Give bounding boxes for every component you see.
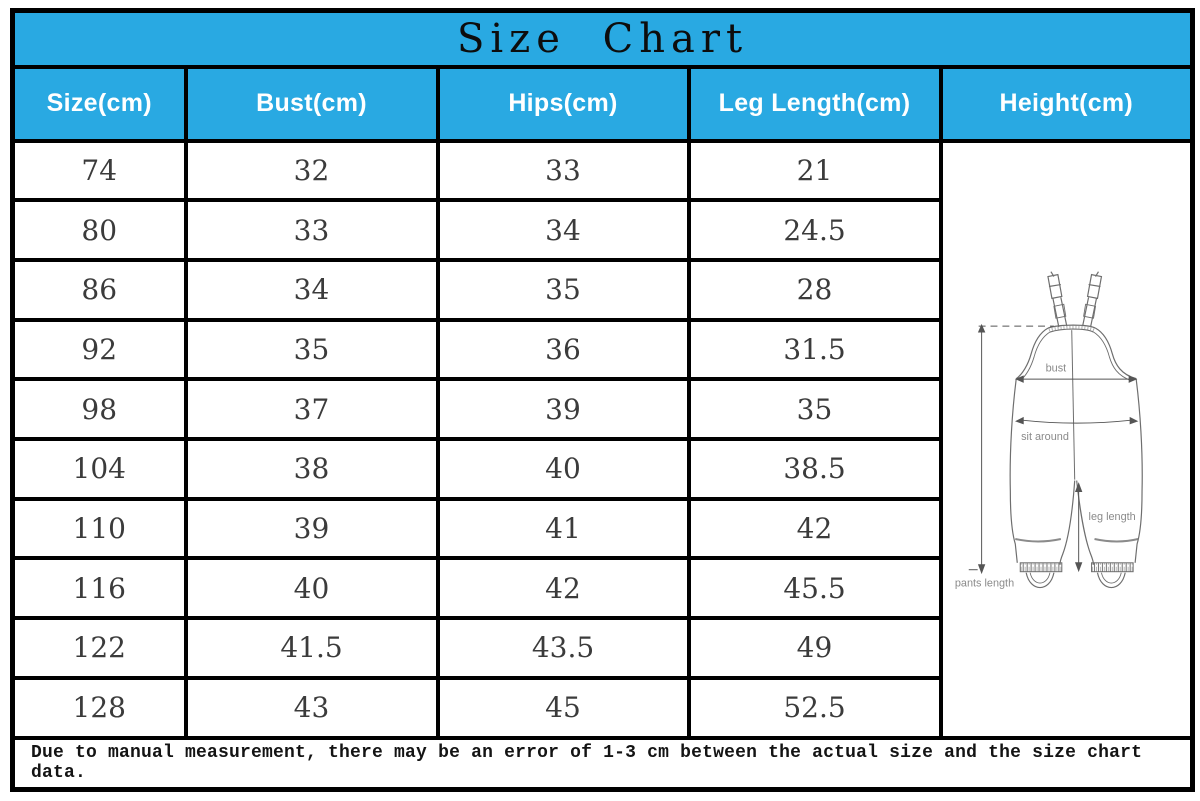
cell-leg-length: 28 [686, 257, 943, 322]
measurement-diagram-cell: bust sit around leg length pants length [938, 138, 1195, 740]
overalls-measurement-diagram-icon: bust sit around leg length pants length [954, 270, 1143, 589]
cell-size: 80 [10, 198, 188, 262]
table-row: 128 43 45 52.5 [10, 675, 1193, 740]
table-row: 116 40 42 45.5 [10, 556, 1193, 620]
col-header-bust: Bust(cm) [183, 64, 440, 143]
cell-hips: 35 [435, 257, 691, 322]
cell-bust: 38 [183, 436, 440, 501]
cell-size: 110 [10, 496, 188, 561]
col-header-leg-length: Leg Length(cm) [686, 64, 943, 143]
table-row: 98 37 39 35 [10, 377, 1193, 441]
diagram-label-leg-length: leg length [1088, 511, 1135, 523]
cell-leg-length: 38.5 [686, 436, 943, 501]
cell-hips: 40 [435, 436, 691, 501]
cell-leg-length: 35 [686, 377, 943, 441]
cell-bust: 34 [183, 257, 440, 322]
table-row: 122 41.5 43.5 49 [10, 616, 1193, 680]
cell-hips: 33 [435, 138, 691, 203]
column-header-row: Size(cm) Bust(cm) Hips(cm) Leg Length(cm… [10, 64, 1195, 143]
cell-hips: 43.5 [435, 616, 691, 680]
cell-hips: 45 [435, 675, 691, 740]
cell-size: 122 [10, 616, 188, 680]
cell-hips: 42 [435, 556, 691, 620]
cell-leg-length: 31.5 [686, 317, 943, 382]
page-title: Size Chart [10, 8, 1195, 69]
cell-bust: 40 [183, 556, 440, 620]
table-row: 110 39 41 42 [10, 496, 1193, 561]
cell-leg-length: 21 [686, 138, 943, 203]
col-header-height: Height(cm) [938, 64, 1195, 143]
cell-leg-length: 49 [686, 616, 943, 680]
cell-hips: 41 [435, 496, 691, 561]
cell-leg-length: 52.5 [686, 675, 943, 740]
diagram-label-sit-around: sit around [1021, 430, 1069, 442]
table-row: 92 35 36 31.5 [10, 317, 1193, 382]
table-row: 104 38 40 38.5 [10, 436, 1193, 501]
cell-leg-length: 45.5 [686, 556, 943, 620]
cell-bust: 32 [183, 138, 440, 203]
cell-hips: 34 [435, 198, 691, 262]
cell-leg-length: 24.5 [686, 198, 943, 262]
cell-size: 128 [10, 675, 188, 740]
cell-hips: 36 [435, 317, 691, 382]
cell-hips: 39 [435, 377, 691, 441]
diagram-label-pants-length: pants length [954, 577, 1013, 589]
footnote-row: Due to manual measurement, there may be … [10, 735, 1195, 792]
cell-bust: 35 [183, 317, 440, 382]
col-header-size: Size(cm) [10, 64, 188, 143]
cell-bust: 43 [183, 675, 440, 740]
cell-bust: 33 [183, 198, 440, 262]
cell-size: 104 [10, 436, 188, 501]
cell-bust: 39 [183, 496, 440, 561]
table-row: 80 33 34 24.5 [10, 198, 1193, 262]
cell-size: 86 [10, 257, 188, 322]
footnote: Due to manual measurement, there may be … [10, 735, 1195, 792]
title-row: Size Chart [10, 8, 1195, 69]
col-header-hips: Hips(cm) [435, 64, 691, 143]
cell-size: 98 [10, 377, 188, 441]
cell-bust: 41.5 [183, 616, 440, 680]
cell-leg-length: 42 [686, 496, 943, 561]
cell-size: 74 [10, 138, 188, 203]
table-row: 86 34 35 28 [10, 257, 1193, 322]
diagram-label-bust: bust [1045, 362, 1066, 374]
cell-bust: 37 [183, 377, 440, 441]
table-row: 74 32 33 21 [10, 138, 1195, 740]
cell-size: 92 [10, 317, 188, 382]
cell-size: 116 [10, 556, 188, 620]
size-chart-table: Size Chart Size(cm) Bust(cm) Hips(cm) Le… [10, 8, 1196, 792]
